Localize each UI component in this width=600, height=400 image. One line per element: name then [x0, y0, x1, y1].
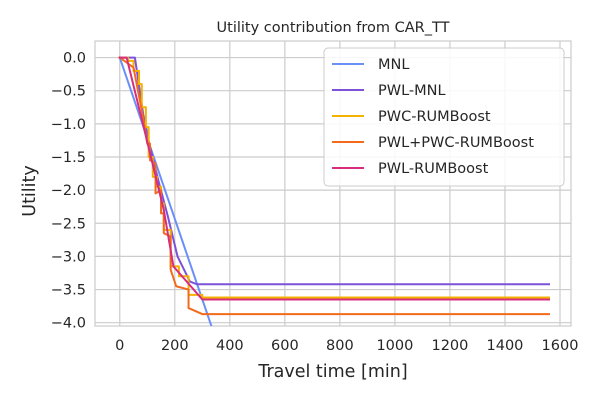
x-tick-label: 0 [115, 338, 124, 354]
x-axis-ticks: 0 200 400 600 800 1000 1200 1400 1600 [115, 338, 578, 354]
y-tick-label: −3.0 [51, 249, 86, 265]
y-tick-label: −1.5 [51, 150, 86, 166]
x-tick-label: 400 [216, 338, 244, 354]
x-tick-label: 600 [271, 338, 299, 354]
chart-title: Utility contribution from CAR_TT [217, 20, 450, 36]
legend-label-mnl: MNL [378, 57, 409, 73]
y-tick-label: −4.0 [51, 316, 86, 332]
y-axis-title: Utility [20, 165, 40, 216]
legend: MNL PWL-MNL PWC-RUMBoost PWL+PWC-RUMBoost PW… [323, 47, 565, 187]
series-line-pwl-mnl [118, 56, 550, 286]
x-tick-label: 200 [161, 338, 189, 354]
legend-label-pwl-pwc-rumboost: PWL+PWC-RUMBoost [378, 135, 534, 151]
x-tick-label: 1600 [542, 338, 579, 354]
y-tick-label: −3.5 [51, 283, 86, 299]
legend-label-pwc-rumboost: PWC-RUMBoost [378, 109, 491, 125]
x-tick-label: 1000 [376, 338, 413, 354]
plot-area-frame [94, 40, 572, 327]
series-lines [118, 56, 550, 326]
y-tick-label: −2.5 [51, 216, 86, 232]
legend-label-pwl-rumboost: PWL-RUMBoost [378, 161, 489, 177]
y-tick-label: 0.0 [63, 51, 86, 67]
y-tick-label: −0.5 [51, 84, 86, 100]
x-tick-label: 1200 [431, 338, 468, 354]
y-axis-ticks: 0.0 −0.5 −1.0 −1.5 −2.0 −2.5 −3.0 −3.5 −4.0 [51, 51, 86, 332]
x-tick-label: 800 [326, 338, 354, 354]
legend-box [323, 47, 565, 187]
series-line-mnl [118, 56, 213, 326]
series-line-pwl-rumboost [118, 56, 550, 301]
x-tick-label: 1400 [487, 338, 524, 354]
legend-label-pwl-mnl: PWL-MNL [378, 83, 446, 99]
y-tick-label: −1.0 [51, 117, 86, 133]
x-axis-title: Travel time [min] [257, 362, 407, 382]
y-tick-label: −2.0 [51, 183, 86, 199]
